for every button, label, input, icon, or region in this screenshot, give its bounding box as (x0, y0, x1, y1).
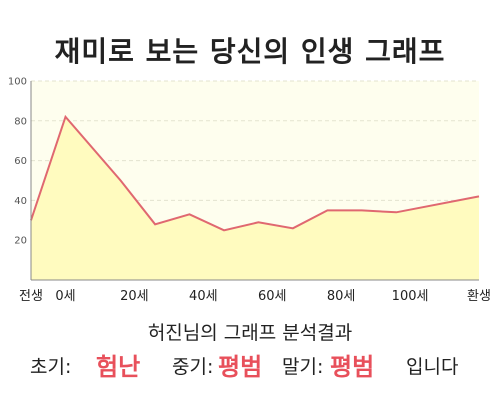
y-tick-label: 80 (14, 116, 27, 127)
analysis-subtitle: 허진님의 그래프 분석결과 (147, 322, 353, 344)
y-tick-labels: 20 40 60 80 100 (8, 77, 27, 247)
x-tick-label: 100세 (392, 289, 429, 304)
x-tick-label: 40세 (189, 289, 218, 304)
middle-label: 중기: (172, 356, 214, 378)
series-area (31, 116, 479, 280)
middle-value: 평범 (218, 353, 263, 381)
y-tick-label: 60 (14, 156, 27, 167)
x-tick-label: 80세 (327, 289, 356, 304)
page-title: 재미로 보는 당신의 인생 그래프 (54, 35, 446, 68)
series-line (30, 114, 480, 232)
early-value: 험난 (96, 353, 141, 381)
x-tick-label: 전생 (19, 289, 43, 304)
x-tick-label: 0세 (55, 289, 75, 304)
early-label: 초기: (30, 356, 72, 378)
x-tick-label: 20세 (120, 289, 149, 304)
x-tick-label: 60세 (258, 289, 287, 304)
x-tick-labels: 전생 0세 20세 40세 60세 80세 100세 환생 (19, 289, 491, 304)
x-tick-label: 환생 (467, 289, 491, 304)
y-tick-label: 40 (14, 196, 27, 207)
analysis-result: 초기: 험난 중기: 평범 말기: 평범 입니다 (0, 344, 500, 384)
late-label: 말기: (282, 356, 324, 378)
late-value: 평범 (330, 353, 375, 381)
result-suffix: 입니다 (406, 356, 459, 378)
y-tick-label: 100 (8, 77, 27, 88)
y-tick-label: 20 (14, 236, 27, 247)
